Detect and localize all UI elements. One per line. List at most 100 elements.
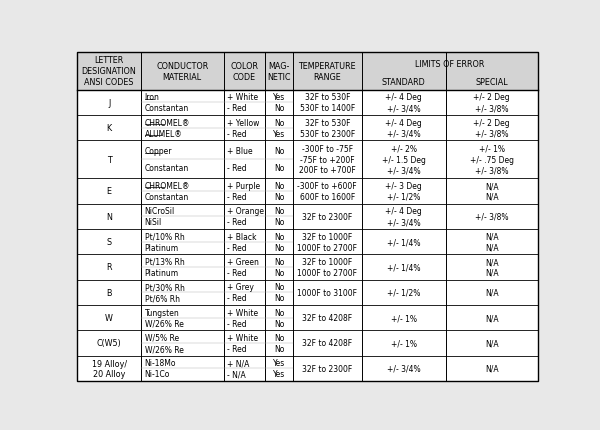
Text: - Red: - Red	[227, 193, 246, 202]
Text: No: No	[274, 283, 284, 292]
Text: C(W5): C(W5)	[97, 339, 121, 347]
Text: + White: + White	[227, 308, 257, 317]
Text: +/- 2 Deg
+/- 3/8%: +/- 2 Deg +/- 3/8%	[473, 93, 510, 113]
Text: T: T	[107, 155, 112, 164]
Text: No: No	[274, 164, 284, 173]
Text: No: No	[274, 104, 284, 113]
Text: SPECIAL: SPECIAL	[475, 77, 508, 86]
Text: Yes: Yes	[273, 369, 285, 378]
Text: No: No	[274, 181, 284, 190]
Text: K: K	[107, 124, 112, 133]
Text: W: W	[105, 313, 113, 322]
Text: No: No	[274, 257, 284, 266]
Text: Pt/10% Rh: Pt/10% Rh	[145, 232, 184, 241]
Text: ALUMEL®: ALUMEL®	[145, 129, 182, 138]
Text: MAG-
NETIC: MAG- NETIC	[267, 61, 291, 81]
Text: Tungsten: Tungsten	[145, 308, 179, 317]
Text: + Black: + Black	[227, 232, 256, 241]
Text: No: No	[274, 207, 284, 216]
Text: Constantan: Constantan	[145, 193, 189, 202]
Text: 1000F to 3100F: 1000F to 3100F	[297, 288, 357, 297]
Text: - N/A: - N/A	[227, 369, 245, 378]
Bar	[77, 52, 538, 90]
Text: +/- 3 Deg
+/- 1/2%: +/- 3 Deg +/- 1/2%	[385, 181, 422, 201]
Text: -300F to -75F
-75F to +200F
200F to +700F: -300F to -75F -75F to +200F 200F to +700…	[299, 144, 356, 175]
Text: + Grey: + Grey	[227, 283, 253, 292]
Text: N/A
N/A: N/A N/A	[485, 258, 499, 277]
Text: N/A: N/A	[485, 288, 499, 297]
Text: Constantan: Constantan	[145, 104, 189, 113]
Text: COLOR
CODE: COLOR CODE	[230, 61, 259, 81]
Text: + White: + White	[227, 93, 257, 102]
Text: N/A: N/A	[485, 339, 499, 347]
Text: 32F to 530F: 32F to 530F	[305, 93, 350, 102]
Text: -300F to +600F: -300F to +600F	[298, 181, 357, 190]
Text: - Red: - Red	[227, 218, 246, 227]
Text: + N/A: + N/A	[227, 358, 249, 367]
Text: 32F to 2300F: 32F to 2300F	[302, 364, 352, 373]
Text: N/A: N/A	[485, 364, 499, 373]
Text: - Red: - Red	[227, 129, 246, 138]
Text: W/26% Re: W/26% Re	[145, 319, 184, 328]
Text: 1000F to 2700F: 1000F to 2700F	[297, 243, 357, 252]
Text: Platinum: Platinum	[145, 268, 179, 277]
Text: No: No	[274, 218, 284, 227]
Text: STANDARD: STANDARD	[382, 77, 425, 86]
Text: N: N	[106, 212, 112, 221]
Text: +/- 2 Deg
+/- 3/8%: +/- 2 Deg +/- 3/8%	[473, 118, 510, 138]
Text: 600F to 1600F: 600F to 1600F	[299, 193, 355, 202]
Text: N/A: N/A	[485, 313, 499, 322]
Text: - Red: - Red	[227, 164, 246, 173]
Text: 32F to 1000F: 32F to 1000F	[302, 232, 352, 241]
Text: + Orange: + Orange	[227, 207, 263, 216]
Text: E: E	[107, 187, 112, 196]
Text: Pt/6% Rh: Pt/6% Rh	[145, 294, 179, 303]
Text: No: No	[274, 147, 284, 156]
Text: - Red: - Red	[227, 104, 246, 113]
Text: R: R	[106, 263, 112, 272]
Text: J: J	[108, 98, 110, 108]
Text: N/A
N/A: N/A N/A	[485, 232, 499, 252]
Text: TEMPERATURE
RANGE: TEMPERATURE RANGE	[298, 61, 356, 81]
Text: N/A
N/A: N/A N/A	[485, 181, 499, 201]
Text: No: No	[274, 268, 284, 277]
Text: No: No	[274, 344, 284, 353]
Text: +/- 4 Deg
+/- 3/4%: +/- 4 Deg +/- 3/4%	[385, 207, 422, 227]
Text: - Red: - Red	[227, 319, 246, 328]
Text: No: No	[274, 193, 284, 202]
Text: No: No	[274, 319, 284, 328]
Text: No: No	[274, 333, 284, 342]
Text: +/- 1%: +/- 1%	[391, 339, 417, 347]
Text: Yes: Yes	[273, 358, 285, 367]
Text: W/26% Re: W/26% Re	[145, 344, 184, 353]
Text: No: No	[274, 232, 284, 241]
Text: + Yellow: + Yellow	[227, 118, 259, 127]
Text: - Red: - Red	[227, 268, 246, 277]
Text: +/- 1/4%: +/- 1/4%	[387, 237, 421, 246]
Text: - Red: - Red	[227, 294, 246, 303]
Text: + White: + White	[227, 333, 257, 342]
Text: +/- 1%: +/- 1%	[391, 313, 417, 322]
Text: - Red: - Red	[227, 243, 246, 252]
Text: +/- 1%
+/- .75 Deg
+/- 3/8%: +/- 1% +/- .75 Deg +/- 3/8%	[470, 144, 514, 175]
Text: - Red: - Red	[227, 344, 246, 353]
Text: LETTER
DESIGNATION
ANSI CODES: LETTER DESIGNATION ANSI CODES	[82, 56, 136, 87]
Text: 1000F to 2700F: 1000F to 2700F	[297, 268, 357, 277]
Text: +/- 1/2%: +/- 1/2%	[387, 288, 421, 297]
Text: CHROMEL®: CHROMEL®	[145, 181, 190, 190]
Text: Platinum: Platinum	[145, 243, 179, 252]
Text: S: S	[107, 237, 112, 246]
Text: Ni-18Mo: Ni-18Mo	[145, 358, 176, 367]
Text: Pt/13% Rh: Pt/13% Rh	[145, 257, 184, 266]
Text: 32F to 1000F: 32F to 1000F	[302, 257, 352, 266]
Text: Copper: Copper	[145, 147, 172, 156]
Text: CONDUCTOR
MATERIAL: CONDUCTOR MATERIAL	[156, 61, 208, 81]
Text: No: No	[274, 243, 284, 252]
Text: 32F to 530F: 32F to 530F	[305, 118, 350, 127]
Text: No: No	[274, 308, 284, 317]
Text: NiSil: NiSil	[145, 218, 162, 227]
Text: +/- 1/4%: +/- 1/4%	[387, 263, 421, 272]
Text: B: B	[106, 288, 112, 297]
Text: Constantan: Constantan	[145, 164, 189, 173]
Text: NiCroSil: NiCroSil	[145, 207, 175, 216]
